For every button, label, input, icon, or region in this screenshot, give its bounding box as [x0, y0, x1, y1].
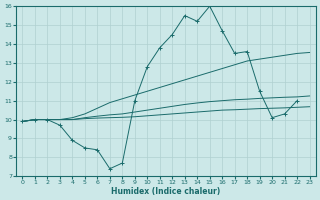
X-axis label: Humidex (Indice chaleur): Humidex (Indice chaleur)	[111, 187, 221, 196]
